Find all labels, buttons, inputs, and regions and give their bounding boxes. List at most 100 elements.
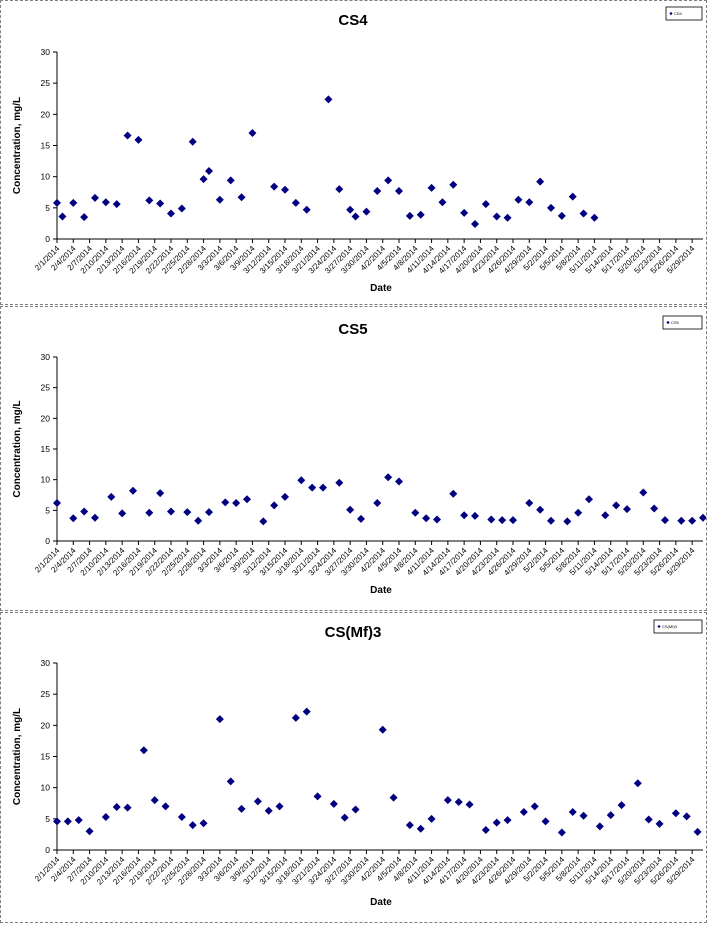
y-axis-label: Concentration, mg/L xyxy=(12,97,23,194)
data-point xyxy=(112,200,121,209)
y-tick-label: 5 xyxy=(45,505,50,515)
data-point xyxy=(699,513,707,522)
data-point xyxy=(145,196,154,205)
data-point xyxy=(682,812,691,821)
data-point xyxy=(101,812,110,821)
data-point xyxy=(53,817,61,826)
chart-panel-cs5: CS5 CS5 0 5 10 15 20 25 30 2/1/2014 2/4/2014 2/7/20… xyxy=(0,306,707,611)
data-point xyxy=(509,516,517,525)
y-tick-label: 25 xyxy=(41,383,51,393)
data-point xyxy=(557,211,566,220)
data-point xyxy=(308,483,317,492)
data-point xyxy=(384,176,393,185)
data-point xyxy=(362,207,371,216)
y-tick-label: 30 xyxy=(41,47,51,57)
data-point xyxy=(427,814,436,823)
data-point xyxy=(530,802,539,811)
data-point xyxy=(617,801,626,810)
data-point xyxy=(80,507,89,516)
data-point xyxy=(291,713,300,722)
data-point xyxy=(237,804,246,813)
data-point xyxy=(69,198,78,207)
data-point xyxy=(346,505,355,514)
data-point xyxy=(302,205,311,214)
data-point xyxy=(58,212,67,221)
data-point xyxy=(590,213,599,222)
data-point xyxy=(373,187,382,196)
y-tick-label: 5 xyxy=(45,814,50,824)
data-point xyxy=(536,177,545,186)
data-point xyxy=(351,212,360,221)
data-point xyxy=(248,129,257,138)
data-point xyxy=(671,809,680,818)
data-point xyxy=(101,198,110,207)
data-series xyxy=(53,95,599,229)
y-tick-label: 0 xyxy=(45,536,50,546)
chart-panel-csmf3: CS(Mf)3 CS(Mf)3 0 5 10 15 20 25 30 2/1/2014 2/4/20… xyxy=(0,612,707,923)
data-point xyxy=(329,799,338,808)
data-point xyxy=(373,498,382,507)
data-point xyxy=(53,498,61,507)
data-point xyxy=(579,811,588,820)
data-point xyxy=(471,220,479,229)
data-point xyxy=(677,516,686,525)
data-point xyxy=(107,492,116,501)
data-point xyxy=(601,511,610,520)
data-point xyxy=(405,821,414,830)
data-point xyxy=(438,198,447,207)
data-point xyxy=(503,816,512,825)
data-point xyxy=(536,505,545,514)
data-point xyxy=(80,213,89,222)
y-tick-label: 5 xyxy=(45,203,50,213)
legend-marker xyxy=(657,624,661,629)
y-tick-label: 20 xyxy=(41,720,51,730)
data-point xyxy=(514,195,523,204)
y-tick-label: 25 xyxy=(41,78,51,88)
data-point xyxy=(253,797,262,806)
data-point xyxy=(639,488,648,497)
chart-title: CS(Mf)3 xyxy=(325,624,382,641)
data-point xyxy=(633,779,642,788)
y-tick-label: 10 xyxy=(41,783,51,793)
data-point xyxy=(275,802,284,811)
data-point xyxy=(319,483,327,492)
data-point xyxy=(167,209,175,218)
data-point xyxy=(557,828,566,837)
data-point xyxy=(351,805,360,814)
data-point xyxy=(194,516,203,525)
y-tick-label: 25 xyxy=(41,689,51,699)
legend-marker xyxy=(666,320,670,325)
data-point xyxy=(384,473,393,482)
data-point xyxy=(226,777,235,786)
data-point xyxy=(612,501,621,510)
data-point xyxy=(574,508,583,517)
data-point xyxy=(215,715,224,724)
data-point xyxy=(270,182,279,191)
chart-cs5: CS5 CS50510152025302/1/20142/4/20142/7/20… xyxy=(12,315,707,596)
data-point xyxy=(547,516,555,525)
legend-label: CS5 xyxy=(671,320,680,325)
data-point xyxy=(650,504,659,513)
data-point xyxy=(427,183,436,192)
y-tick-label: 10 xyxy=(41,172,51,182)
data-point xyxy=(237,193,246,202)
data-point xyxy=(688,516,697,525)
legend: CS(Mf)3 xyxy=(653,619,703,634)
data-point xyxy=(389,793,398,802)
data-point xyxy=(226,176,235,185)
data-point xyxy=(416,210,425,219)
data-point xyxy=(503,213,512,222)
data-point xyxy=(492,212,501,221)
y-tick-label: 20 xyxy=(41,413,51,423)
data-point xyxy=(519,807,528,816)
data-series xyxy=(53,473,707,526)
data-point xyxy=(541,817,550,826)
y-axis-label: Concentration, mg/L xyxy=(12,400,23,497)
data-point xyxy=(579,209,588,218)
data-point xyxy=(433,515,441,524)
data-point xyxy=(199,819,208,828)
data-point xyxy=(302,707,311,716)
data-point xyxy=(693,827,702,836)
y-tick-label: 30 xyxy=(41,352,51,362)
data-point xyxy=(161,802,170,811)
